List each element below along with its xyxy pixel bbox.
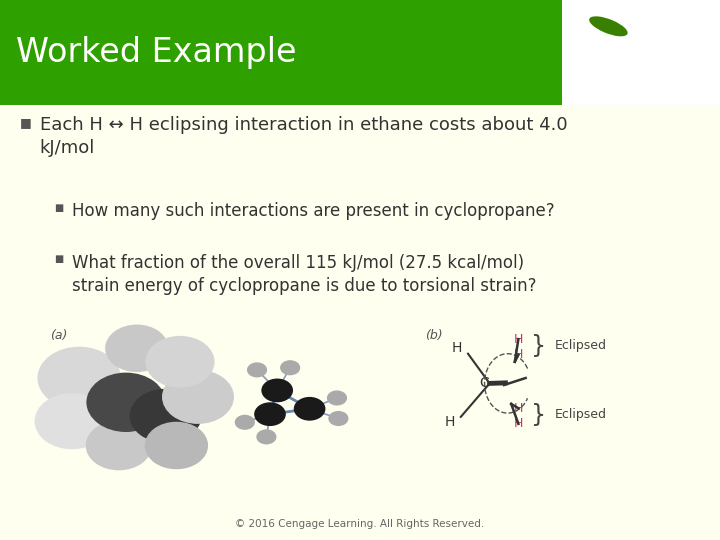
- Text: Worked Example: Worked Example: [16, 36, 297, 69]
- Circle shape: [37, 347, 121, 409]
- Circle shape: [86, 421, 152, 470]
- Circle shape: [130, 389, 202, 443]
- Circle shape: [327, 390, 347, 406]
- Circle shape: [145, 336, 215, 388]
- Ellipse shape: [589, 16, 628, 36]
- Circle shape: [294, 397, 325, 421]
- Text: }: }: [531, 334, 546, 358]
- Ellipse shape: [644, 24, 701, 39]
- Text: How many such interactions are present in cyclopropane?: How many such interactions are present i…: [72, 202, 554, 220]
- Text: H: H: [452, 341, 462, 355]
- Text: What fraction of the overall 115 kJ/mol (27.5 kcal/mol)
strain energy of cyclopr: What fraction of the overall 115 kJ/mol …: [72, 254, 536, 295]
- Text: Eclipsed: Eclipsed: [554, 408, 606, 422]
- Text: Each H ↔ H eclipsing interaction in ethane costs about 4.0
kJ/mol: Each H ↔ H eclipsing interaction in etha…: [40, 116, 567, 157]
- Text: }: }: [531, 403, 546, 427]
- Circle shape: [280, 360, 300, 375]
- Text: Eclipsed: Eclipsed: [554, 339, 606, 353]
- Text: H: H: [513, 402, 523, 415]
- Text: (b): (b): [425, 329, 442, 342]
- Text: © 2016 Cengage Learning. All Rights Reserved.: © 2016 Cengage Learning. All Rights Rese…: [235, 519, 485, 529]
- Circle shape: [145, 422, 208, 469]
- Circle shape: [86, 373, 166, 432]
- Circle shape: [35, 393, 109, 449]
- Text: ■: ■: [54, 254, 63, 264]
- Ellipse shape: [587, 35, 637, 60]
- Text: ■: ■: [20, 116, 32, 129]
- Circle shape: [235, 415, 255, 430]
- Text: (a): (a): [50, 329, 68, 342]
- Circle shape: [162, 370, 234, 424]
- Circle shape: [105, 325, 168, 372]
- Ellipse shape: [635, 6, 686, 32]
- Circle shape: [247, 362, 267, 377]
- Text: H: H: [513, 333, 523, 346]
- Ellipse shape: [600, 12, 633, 50]
- Text: C: C: [479, 376, 489, 390]
- FancyBboxPatch shape: [0, 0, 720, 105]
- Text: H: H: [445, 415, 455, 429]
- Circle shape: [254, 402, 286, 426]
- Circle shape: [328, 411, 348, 426]
- Ellipse shape: [618, 0, 639, 41]
- Ellipse shape: [628, 0, 661, 34]
- FancyBboxPatch shape: [562, 0, 720, 105]
- Circle shape: [261, 379, 293, 402]
- Text: H: H: [513, 348, 523, 361]
- Circle shape: [256, 429, 276, 444]
- Text: ■: ■: [54, 202, 63, 213]
- Text: H: H: [513, 417, 523, 430]
